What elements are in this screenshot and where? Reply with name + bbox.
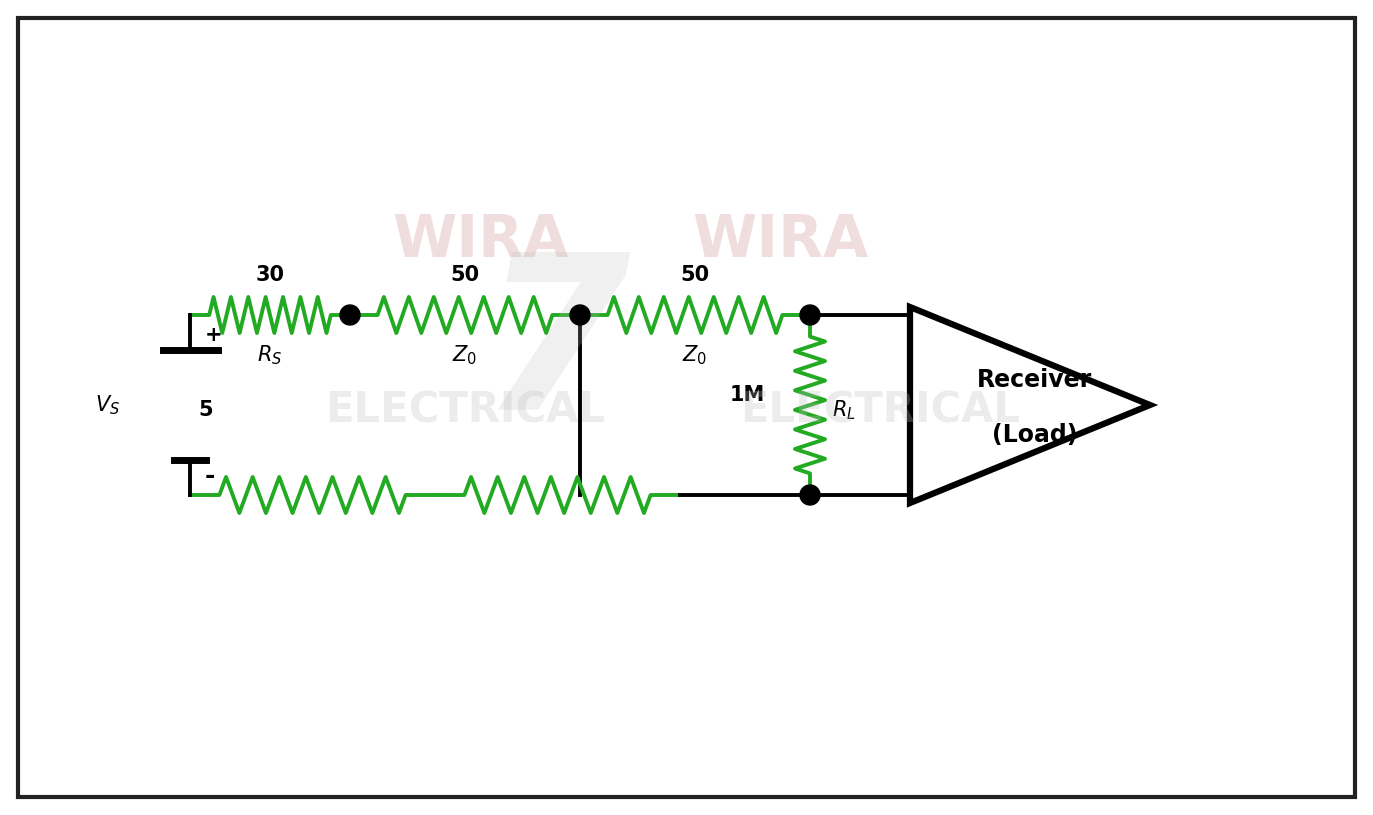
Text: ELECTRICAL: ELECTRICAL — [325, 389, 605, 431]
Text: ELECTRICAL: ELECTRICAL — [740, 389, 1020, 431]
Text: WIRA: WIRA — [692, 212, 868, 268]
Text: 30: 30 — [255, 265, 284, 285]
Circle shape — [341, 305, 360, 325]
Text: WIRA: WIRA — [391, 212, 568, 268]
Text: -: - — [205, 464, 216, 488]
Text: 50: 50 — [681, 265, 710, 285]
Text: +: + — [205, 325, 222, 345]
Text: (Load): (Load) — [993, 423, 1078, 447]
Text: $Z_0$: $Z_0$ — [453, 343, 478, 367]
Text: 7: 7 — [481, 245, 630, 455]
Text: 1M: 1M — [730, 385, 765, 405]
Text: $R_S$: $R_S$ — [257, 343, 283, 367]
Text: $V_S$: $V_S$ — [95, 393, 119, 416]
Text: $Z_0$: $Z_0$ — [682, 343, 707, 367]
Text: 5: 5 — [198, 400, 213, 420]
Text: 50: 50 — [450, 265, 479, 285]
Circle shape — [800, 305, 820, 325]
Circle shape — [570, 305, 590, 325]
Text: $R_L$: $R_L$ — [832, 399, 855, 422]
Circle shape — [800, 485, 820, 505]
Text: Receiver: Receiver — [978, 368, 1093, 392]
